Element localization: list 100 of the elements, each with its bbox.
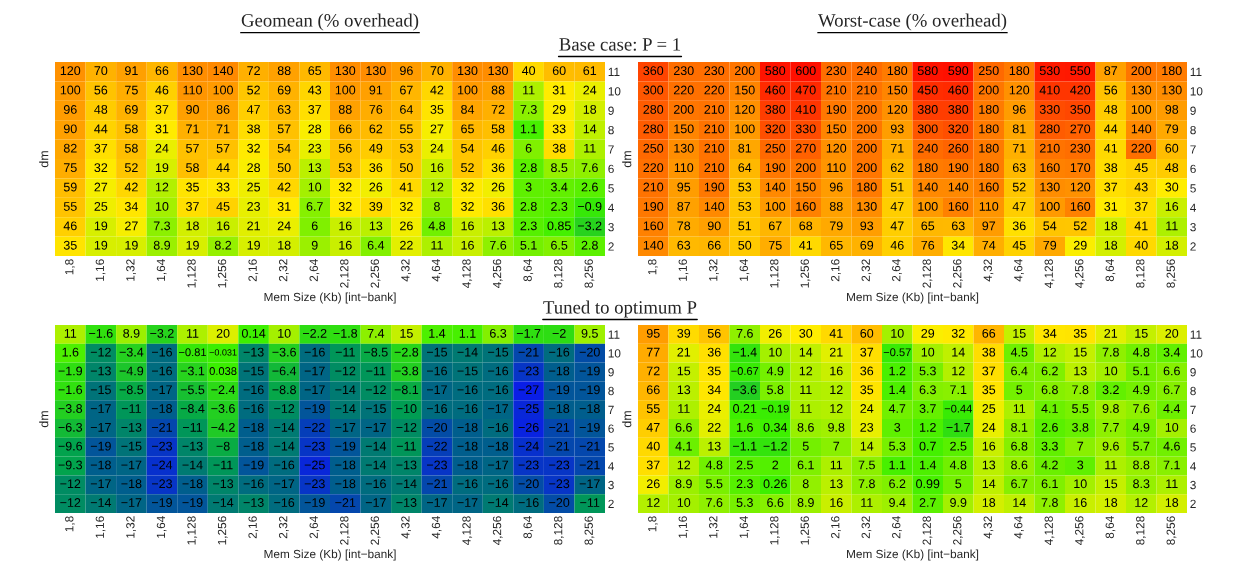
data-label: 70 [94,66,108,76]
data-label: 13 [830,479,843,489]
data-label: 40 [1134,240,1148,250]
data-label: 19 [94,240,108,250]
data-label: 270 [795,143,816,153]
data-label: 95 [677,182,691,192]
data-label: −1.7 [516,329,541,338]
data-label: 220 [643,163,664,173]
data-label: 5 [1016,385,1023,395]
data-label: 53 [738,182,752,192]
data-label: 47 [646,423,660,432]
x-tick-label: 8,256 [584,516,595,545]
data-label: 70 [430,66,444,76]
data-label: 10 [891,328,904,338]
data-label: −8.5 [364,347,388,357]
data-label: −23 [518,460,539,470]
data-label: −19 [90,441,111,451]
data-label: 130 [857,202,877,211]
data-label: −16 [151,366,172,376]
data-label: 2.7 [919,498,936,507]
x-tick-label: 1,64 [156,259,167,281]
y-tick-label: 6 [1190,424,1196,433]
data-label: −13 [396,498,417,507]
data-label: 280 [1039,124,1060,134]
x-tick-label: 1,128 [770,259,780,288]
data-label: 250 [978,66,999,76]
x-tick-label: 8,128 [1136,259,1146,288]
data-label: −17 [426,385,447,395]
data-label: 31 [277,202,291,211]
data-label: 12 [830,404,843,413]
data-label: 56 [338,143,352,153]
y-tick-label: 7 [608,145,614,154]
data-label: 60 [552,66,566,76]
data-label: −11 [580,498,600,507]
data-label: −16 [243,404,264,413]
data-label: 37 [94,143,108,153]
data-label: 27 [430,124,444,134]
data-label: 8.2 [214,240,232,250]
data-label: 250 [765,143,786,153]
data-label: 16 [1074,498,1087,507]
data-label: −16 [457,479,478,489]
data-label: 110 [183,85,202,95]
data-label: 88 [277,66,291,76]
data-label: 4.4 [1163,404,1181,413]
data-label: −13 [213,479,234,489]
data-label: 1.2 [889,366,906,376]
data-label: 190 [643,202,664,211]
data-label: 180 [918,163,938,173]
data-label: 7.4 [367,329,385,338]
data-label: −16 [274,498,295,507]
data-label: 160 [1040,163,1060,173]
x-tick-label: 2,128 [340,516,350,545]
data-label: 3.8 [1072,422,1089,432]
data-label: −3.8 [394,366,419,376]
data-label: 35 [860,385,874,395]
data-label: 16 [982,441,996,451]
data-label: −2.8 [394,347,419,357]
data-label: −9.3 [58,460,83,470]
x-axis-title: Mem Size (Kb) [int−bank] [847,292,979,304]
x-tick-label: 1,8 [648,516,658,532]
x-tick-label: 4,256 [492,516,503,546]
x-tick-label: 2,256 [953,516,963,545]
data-label: 5.5 [706,479,723,489]
y-tick-label: 9 [608,106,614,115]
data-label: 5.8 [767,385,784,395]
data-label: 77 [646,347,660,357]
y-tick-label: 6 [608,424,614,433]
x-tick-label: 2,128 [340,259,350,288]
data-label: 10 [1104,366,1118,376]
data-label: −14 [365,441,387,451]
data-label: 31 [155,124,169,134]
data-label: 11 [431,240,443,250]
data-label: 41 [829,329,843,338]
data-label: 52 [1012,182,1026,192]
data-label: 44 [94,124,108,134]
data-label: 56 [707,328,721,338]
data-label: 41 [799,240,813,250]
data-label: 16 [830,366,843,376]
data-label: 160 [643,221,664,231]
data-label: 25 [247,182,261,192]
y-tick-label: 11 [1190,330,1202,339]
data-label: 18 [982,498,996,507]
data-label: 97 [982,221,996,231]
data-label: 44 [216,163,230,172]
data-label: 130 [488,66,508,76]
y-tick-label: 2 [608,499,614,508]
data-label: 53 [338,163,352,173]
data-label: 56 [94,85,108,95]
x-tick-label: 1,32 [709,259,719,281]
data-label: 19 [186,240,199,250]
data-label: 29 [1073,240,1087,250]
data-label: 21 [677,347,691,357]
data-label: 5.1 [1133,366,1150,376]
x-tick-label: 8,64 [1105,259,1116,282]
data-label: 5.3 [919,366,936,376]
data-label: 32 [461,182,474,192]
data-label: 16 [430,163,444,173]
data-label: 11 [830,460,843,470]
data-label: −16 [426,366,447,376]
data-label: 120 [60,66,81,76]
